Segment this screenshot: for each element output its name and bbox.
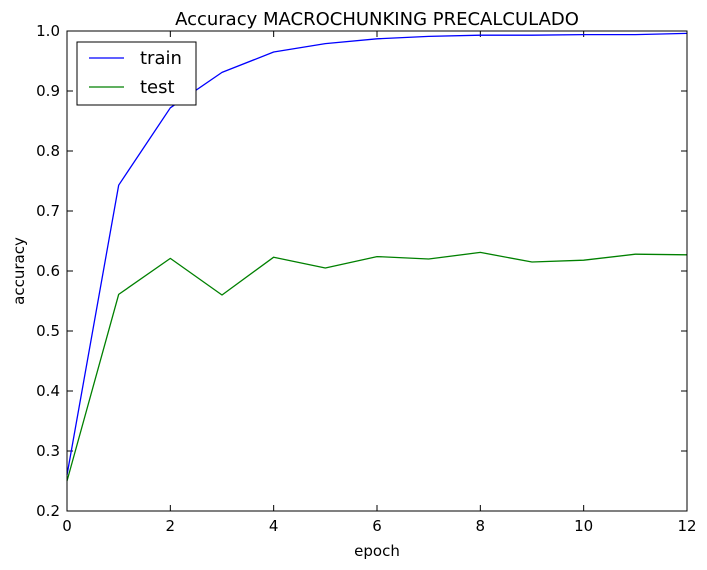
y-tick-label: 0.2	[36, 502, 60, 520]
y-tick-label: 0.8	[36, 142, 60, 160]
x-tick-label: 2	[166, 517, 176, 535]
x-tick-label: 0	[62, 517, 72, 535]
x-tick-label: 12	[677, 517, 696, 535]
y-tick-label: 0.3	[36, 442, 60, 460]
series-line-train	[66, 32, 688, 476]
legend-label-test: test	[140, 77, 175, 98]
plot-frame	[66, 30, 688, 512]
y-tick-label: 0.7	[36, 202, 60, 220]
y-axis-label: accuracy	[10, 237, 28, 305]
x-axis-label: epoch	[354, 542, 400, 560]
series-line-test	[66, 251, 688, 482]
y-tick-label: 0.9	[36, 82, 60, 100]
x-tick-label: 4	[269, 517, 279, 535]
y-tick-label: 0.6	[36, 262, 60, 280]
x-tick-label: 6	[372, 517, 382, 535]
chart-title: Accuracy MACROCHUNKING PRECALCULADO	[175, 9, 579, 30]
legend-label-train: train	[140, 48, 182, 69]
y-tick-label: 0.5	[36, 322, 60, 340]
legend: train test	[76, 41, 197, 106]
legend-box	[76, 41, 197, 106]
x-tick-label: 8	[476, 517, 486, 535]
x-tick-label: 10	[574, 517, 593, 535]
y-tick-label: 1.0	[36, 22, 60, 40]
y-tick-label: 0.4	[36, 382, 60, 400]
series-lines	[66, 32, 688, 482]
